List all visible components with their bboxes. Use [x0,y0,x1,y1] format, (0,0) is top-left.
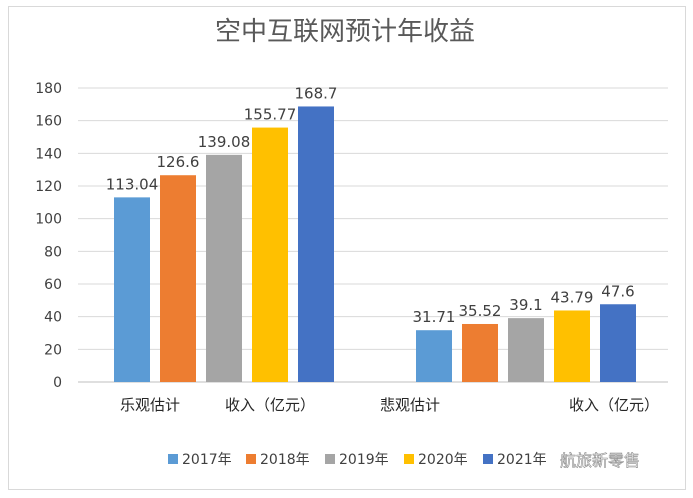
bar [206,154,242,382]
data-label: 113.04 [106,175,159,193]
data-label: 126.6 [157,153,200,171]
y-tick-label: 140 [35,146,62,162]
category-labels: 乐观估计 收入（亿元） 悲观估计 收入（亿元） [120,396,659,414]
bar [160,175,196,382]
y-tick-label: 120 [35,179,62,195]
legend-swatch [325,454,335,464]
category-label: 乐观估计 [120,396,180,414]
legend-swatch [246,454,256,464]
chart-title: 空中互联网预计年收益 [215,17,475,47]
legend-label: 2021年 [497,452,547,468]
legend-swatch [168,454,178,464]
data-label: 39.1 [509,296,542,314]
bar [298,106,334,382]
legend-swatch [404,454,414,464]
data-label: 35.52 [459,302,502,320]
data-label: 155.77 [244,106,297,124]
legend-label: 2018年 [260,452,310,468]
legend-label: 2017年 [182,452,232,468]
bar [554,310,590,382]
y-axis: 0 20 40 60 80 100 120 140 160 180 [35,81,62,391]
y-tick-label: 60 [44,277,62,293]
data-label: 139.08 [198,133,251,151]
data-label: 168.7 [295,84,338,102]
bars [114,106,636,382]
watermark: 航旅新零售 [560,451,640,470]
legend-label: 2020年 [418,452,468,468]
bar [508,318,544,382]
legend-swatch [483,454,493,464]
y-tick-label: 0 [53,375,62,391]
category-label: 悲观估计 [380,396,440,414]
y-tick-label: 80 [44,244,62,260]
category-suffix: 收入（亿元） [569,396,659,414]
bar [600,304,636,382]
category-suffix: 收入（亿元） [225,396,315,414]
data-label: 31.71 [413,308,456,326]
data-label: 43.79 [551,288,594,306]
data-labels: 113.04 31.71 126.6 35.52 139.08 39.1 155.77 43.… [106,84,635,326]
y-tick-label: 160 [35,114,62,130]
y-tick-label: 100 [35,212,62,228]
y-tick-label: 20 [44,342,62,358]
bar [416,330,452,382]
legend-label: 2019年 [339,452,389,468]
data-label: 47.6 [601,282,634,300]
bar [462,323,498,382]
y-tick-label: 180 [35,81,62,97]
y-tick-label: 40 [44,310,62,326]
bar [252,127,288,382]
bar [114,197,150,382]
legend: 2017年 2018年 2019年 2020年 2021年 [168,452,547,468]
